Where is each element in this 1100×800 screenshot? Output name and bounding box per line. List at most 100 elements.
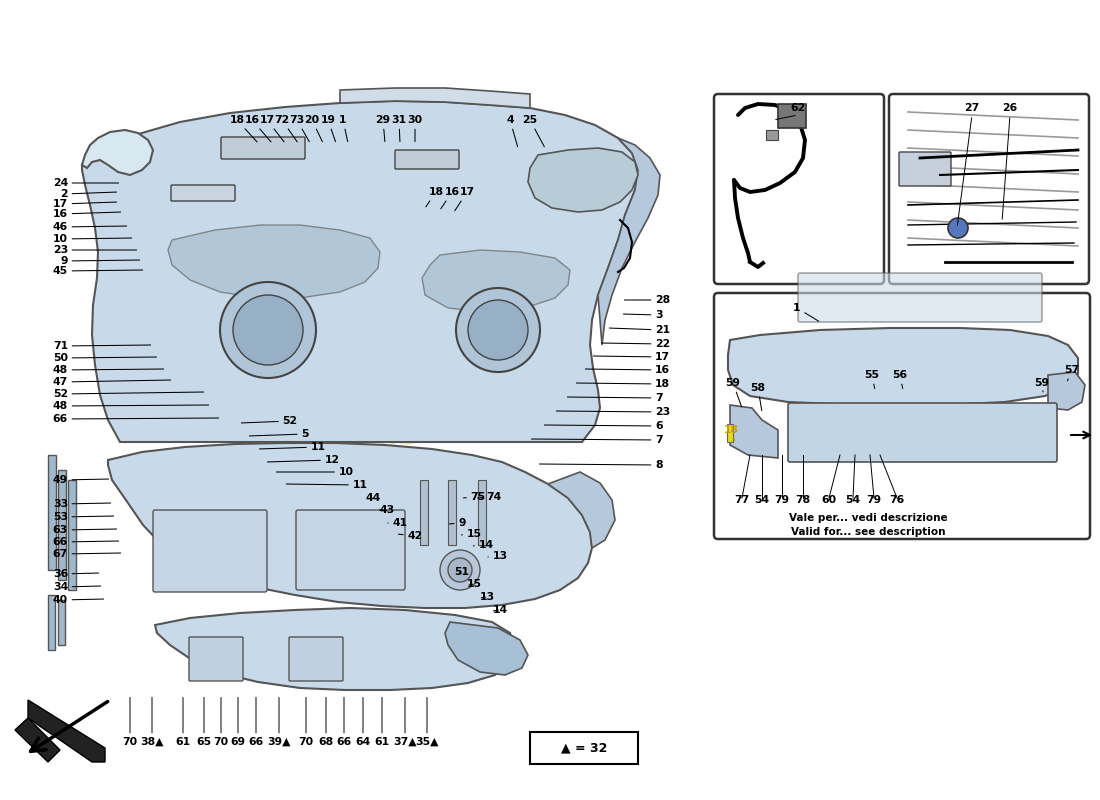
Text: 16: 16 — [244, 115, 271, 142]
FancyBboxPatch shape — [798, 273, 1042, 322]
Text: 25: 25 — [522, 115, 544, 146]
Text: 26: 26 — [1002, 103, 1018, 113]
FancyBboxPatch shape — [899, 152, 952, 186]
Text: 50: 50 — [53, 353, 156, 363]
FancyBboxPatch shape — [766, 130, 778, 140]
Text: 15: 15 — [466, 579, 482, 589]
Text: 33: 33 — [53, 499, 111, 509]
Text: 17: 17 — [53, 199, 117, 209]
Text: 70: 70 — [213, 698, 229, 747]
Text: 7: 7 — [568, 393, 662, 403]
Text: 28: 28 — [625, 295, 670, 305]
Text: 69: 69 — [230, 698, 245, 747]
FancyBboxPatch shape — [727, 424, 733, 442]
Bar — [420, 480, 428, 545]
Text: 24: 24 — [53, 178, 119, 188]
Text: 48: 48 — [53, 365, 164, 375]
Text: 76: 76 — [890, 495, 904, 505]
Text: 4: 4 — [506, 115, 518, 146]
Text: 12: 12 — [267, 455, 340, 465]
Text: 30: 30 — [407, 115, 422, 142]
Text: 39▲: 39▲ — [267, 698, 290, 747]
Text: 43: 43 — [379, 505, 395, 515]
Text: 56: 56 — [892, 370, 907, 389]
Text: 18: 18 — [230, 115, 257, 142]
Text: 23: 23 — [557, 407, 670, 417]
Text: 29: 29 — [375, 115, 390, 142]
Text: 78: 78 — [795, 495, 811, 505]
Text: 77: 77 — [735, 495, 749, 505]
Polygon shape — [528, 148, 638, 212]
Text: 67: 67 — [53, 549, 121, 559]
Text: 1: 1 — [339, 115, 348, 142]
Text: 40: 40 — [53, 595, 103, 605]
Text: 58: 58 — [750, 383, 766, 410]
Polygon shape — [1048, 372, 1085, 410]
FancyBboxPatch shape — [170, 185, 235, 201]
Text: 11: 11 — [286, 480, 367, 490]
Text: 14: 14 — [493, 605, 507, 615]
Text: 8: 8 — [539, 460, 662, 470]
Text: 68: 68 — [318, 698, 333, 747]
Polygon shape — [730, 405, 778, 458]
FancyBboxPatch shape — [289, 637, 343, 681]
Bar — [448, 480, 456, 545]
Text: 70: 70 — [298, 698, 314, 747]
Text: 54: 54 — [755, 495, 770, 505]
Polygon shape — [108, 443, 592, 608]
Text: 42: 42 — [398, 531, 422, 541]
Text: 66: 66 — [53, 537, 119, 547]
Text: 23: 23 — [53, 245, 136, 255]
Text: 9: 9 — [60, 256, 140, 266]
Text: 57: 57 — [1065, 365, 1079, 381]
Polygon shape — [548, 472, 615, 548]
Text: 21: 21 — [609, 325, 670, 335]
FancyBboxPatch shape — [189, 637, 243, 681]
Circle shape — [233, 295, 302, 365]
Text: 7: 7 — [531, 435, 662, 445]
Text: 79: 79 — [774, 495, 790, 505]
Text: 3: 3 — [624, 310, 662, 320]
Circle shape — [440, 550, 480, 590]
Text: 66: 66 — [249, 698, 264, 747]
Text: 13: 13 — [480, 592, 495, 602]
Text: 15: 15 — [461, 529, 482, 539]
Text: 55: 55 — [865, 370, 880, 389]
Text: 17: 17 — [260, 115, 284, 142]
Text: 59: 59 — [1034, 378, 1049, 392]
Polygon shape — [728, 328, 1078, 405]
Text: Valid for... see description: Valid for... see description — [791, 527, 945, 537]
Circle shape — [220, 282, 316, 378]
Circle shape — [456, 288, 540, 372]
Text: 9: 9 — [450, 518, 465, 528]
Text: 66: 66 — [337, 698, 352, 747]
Bar — [48, 455, 56, 570]
Text: 38▲: 38▲ — [141, 698, 164, 747]
Text: 49: 49 — [53, 475, 109, 485]
Polygon shape — [168, 225, 379, 298]
Text: 61: 61 — [374, 698, 389, 747]
Text: 45: 45 — [53, 266, 143, 276]
Polygon shape — [15, 718, 60, 762]
FancyBboxPatch shape — [395, 150, 459, 169]
Text: 62: 62 — [791, 103, 805, 113]
Text: 6: 6 — [544, 421, 662, 431]
Text: 35▲: 35▲ — [416, 698, 439, 747]
Text: 34: 34 — [53, 582, 100, 592]
Text: 1: 1 — [793, 303, 818, 322]
Polygon shape — [598, 138, 660, 345]
Text: 13: 13 — [488, 551, 507, 561]
Bar — [478, 480, 486, 545]
Text: 52: 52 — [53, 389, 204, 399]
Polygon shape — [340, 88, 530, 108]
FancyBboxPatch shape — [889, 94, 1089, 284]
Polygon shape — [155, 608, 515, 690]
Text: 5: 5 — [250, 429, 309, 439]
Text: sparesparts
diagramS: sparesparts diagramS — [238, 389, 442, 451]
Text: 16: 16 — [53, 209, 121, 219]
Text: 63: 63 — [53, 525, 117, 535]
Text: 79: 79 — [867, 495, 881, 505]
Text: 61: 61 — [175, 698, 190, 747]
Text: 20: 20 — [305, 115, 322, 142]
FancyBboxPatch shape — [714, 94, 884, 284]
